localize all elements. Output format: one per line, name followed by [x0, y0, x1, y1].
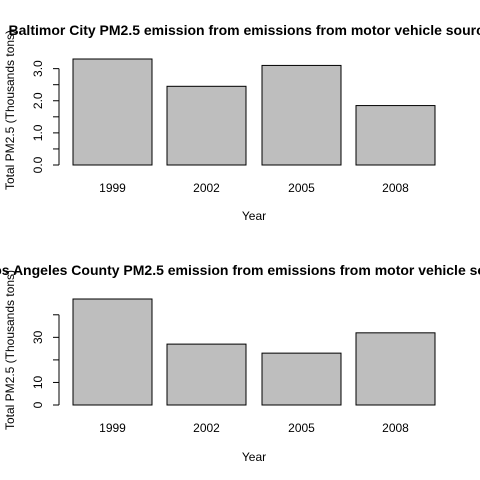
chart-1-y-axis: 0.0 1.0 2.0 3.0 [31, 60, 60, 173]
bar-1999 [72, 58, 153, 166]
chart-2-y-axis: 0 10 30 [31, 314, 60, 408]
chart-2-xlabel: Year [242, 450, 266, 464]
y-tick-label-3.0: 3.0 [31, 60, 45, 77]
x-tick-label-2005: 2005 [288, 181, 315, 195]
x-tick-label-1999: 1999 [99, 421, 126, 435]
y-tick-label-0.0: 0.0 [31, 156, 45, 173]
chart-1-title: Baltimor City PM2.5 emission from emissi… [9, 22, 480, 38]
chart-1-ylabel: Total PM2.5 (Thousands tons) [3, 30, 17, 190]
chart-2-bars [72, 298, 436, 406]
bar-2005 [261, 64, 342, 166]
bar-2008 [355, 332, 436, 406]
bar-2002 [166, 85, 247, 166]
chart-2-x-tick-labels: 1999 2002 2005 2008 [99, 421, 409, 435]
y-tick-label-1.0: 1.0 [31, 124, 45, 141]
chart-1-x-tick-labels: 1999 2002 2005 2008 [99, 181, 409, 195]
bar-1999 [72, 298, 153, 406]
x-tick-label-2008: 2008 [382, 181, 409, 195]
chart-los-angeles: Los Angeles County PM2.5 emission from e… [0, 262, 480, 464]
chart-baltimore: Baltimor City PM2.5 emission from emissi… [3, 22, 480, 223]
y-tick-label-0: 0 [31, 401, 45, 408]
x-tick-label-2002: 2002 [193, 181, 220, 195]
chart-2-ylabel: Total PM2.5 (Thousands tons) [3, 270, 17, 430]
chart-1-xlabel: Year [242, 209, 266, 223]
y-tick-label-2.0: 2.0 [31, 92, 45, 109]
y-tick-label-30: 30 [31, 330, 45, 344]
chart-1-bars [72, 58, 436, 166]
x-tick-label-2002: 2002 [193, 421, 220, 435]
x-tick-label-2005: 2005 [288, 421, 315, 435]
bar-2005 [261, 352, 342, 406]
bar-2008 [355, 105, 436, 166]
x-tick-label-1999: 1999 [99, 181, 126, 195]
bar-2002 [166, 343, 247, 406]
x-tick-label-2008: 2008 [382, 421, 409, 435]
chart-2-title: Los Angeles County PM2.5 emission from e… [0, 262, 480, 278]
y-tick-label-10: 10 [31, 375, 45, 389]
